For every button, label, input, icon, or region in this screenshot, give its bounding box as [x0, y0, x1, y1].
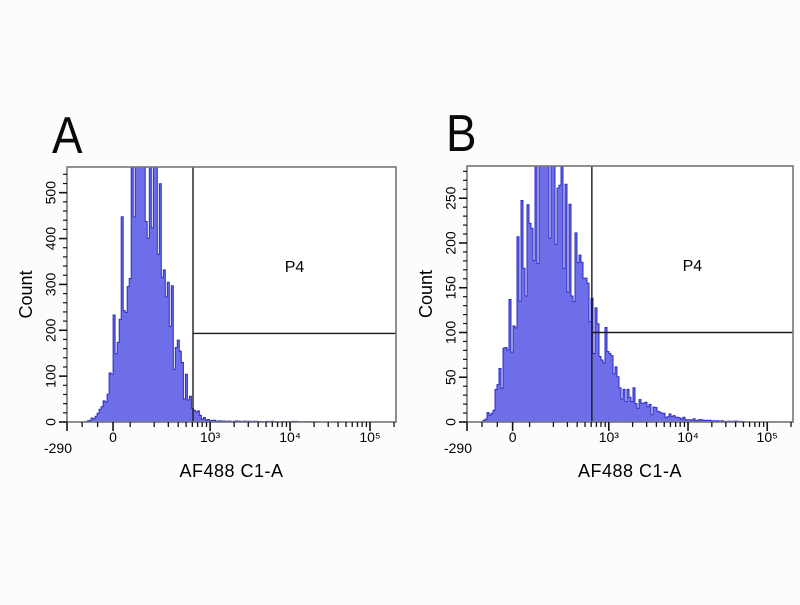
y-tick-label: 150: [443, 276, 459, 300]
y-tick-label: 0: [443, 418, 459, 426]
gate-label: P4: [683, 258, 703, 275]
x-tick-label: 10⁵: [757, 429, 778, 445]
panel-b: P4 -290 0 10³ 10⁴ 10⁵ 0 50 100 150 200 250 Count AF48…: [416, 165, 794, 481]
x-axis-title: AF488 C1-A: [578, 461, 682, 481]
x-tick-label: 10³: [200, 429, 221, 445]
y-tick-label: 200: [443, 231, 459, 255]
y-tick-label: 400: [43, 227, 59, 251]
y-tick-label: 100: [443, 321, 459, 345]
x-tick-label: 10⁴: [279, 429, 301, 445]
y-axis-title: Count: [416, 270, 436, 318]
y-tick-label: 100: [43, 364, 59, 388]
panel-a-label: A: [52, 107, 83, 165]
gate-label: P4: [285, 259, 305, 276]
x-tick-label: 0: [109, 429, 117, 445]
x-tick-label: -290: [44, 440, 72, 456]
y-tick-label: 200: [43, 318, 59, 342]
y-tick-label: 300: [43, 273, 59, 297]
x-axis-title: AF488 C1-A: [179, 461, 283, 481]
x-tick-label: 0: [509, 429, 517, 445]
x-tick-label: 10⁴: [677, 429, 699, 445]
panel-a: P4 -290 0 10³ 10⁴ 10⁵ 0 100 200 300 400 500 Count AF4…: [16, 166, 397, 481]
y-tick-label: 250: [443, 186, 459, 210]
x-tick-label: 10⁵: [359, 429, 380, 445]
y-tick-label: 500: [43, 181, 59, 205]
x-tick-label: 10³: [599, 429, 620, 445]
y-tick-label: 0: [43, 418, 59, 426]
panel-b-label: B: [446, 105, 477, 163]
y-axis-title: Count: [16, 270, 36, 318]
histogram-series: [467, 165, 746, 423]
plot-border: [66, 166, 397, 423]
x-tick-label: -290: [444, 440, 472, 456]
plot-border: [466, 165, 794, 423]
y-tick-label: 50: [443, 369, 459, 385]
